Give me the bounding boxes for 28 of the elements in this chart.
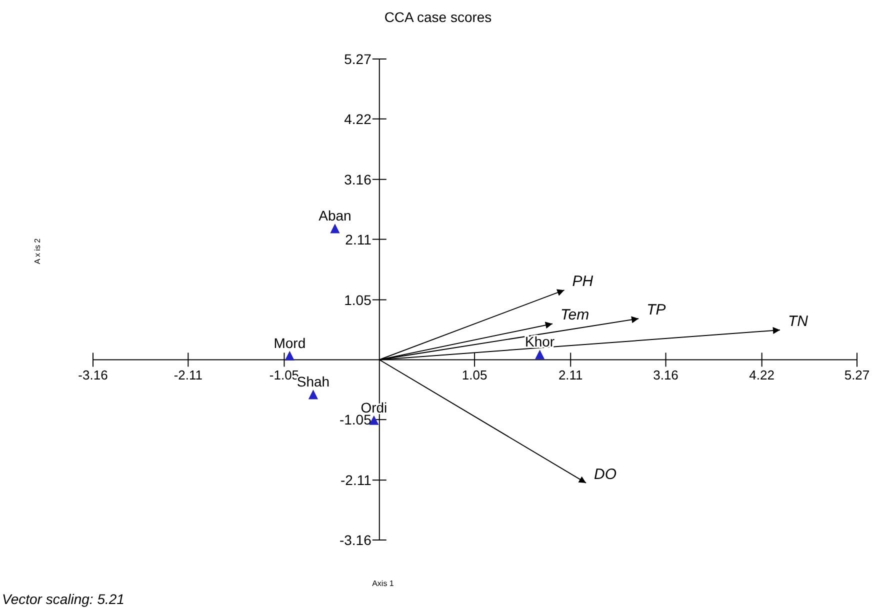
annotation: Aban [318,208,352,224]
series-label: PH [572,273,594,290]
x-tick-label: -1.05 [269,368,300,383]
text: Vector scaling: 5.21 [2,591,124,607]
y-tick-label: -2.11 [340,472,372,488]
y-tick-label: 4.22 [344,110,372,127]
y-tick-label: 1.05 [344,292,372,308]
annotation: Khor [525,334,555,350]
x-tick-label: -3.16 [78,368,108,383]
y-tick-label: 3.16 [344,171,372,188]
series-label: DO [594,466,617,483]
y-tick-label: -3.16 [339,532,372,548]
y-tick-label: -1.05 [339,412,372,428]
x-tick-label: 1.05 [462,368,488,383]
y-tick-label: 5.27 [344,51,372,67]
series-label: Tem [560,306,590,324]
y-axis-title: A x is 2 [33,238,42,264]
x-axis-title: Axis 1 [372,579,394,588]
series-label: TN [788,313,808,330]
chart-title: CCA case scores [384,9,492,25]
x-tick-label: 4.22 [749,368,774,383]
x-tick-label: 5.27 [844,368,870,383]
x-tick-label: 2.11 [558,368,583,383]
x-tick-label: -2.11 [174,368,202,383]
series-label: TP [646,302,666,319]
annotation: Mord [274,334,306,351]
y-tick-label: 2.11 [345,231,372,248]
x-tick-label: 3.16 [653,368,678,383]
